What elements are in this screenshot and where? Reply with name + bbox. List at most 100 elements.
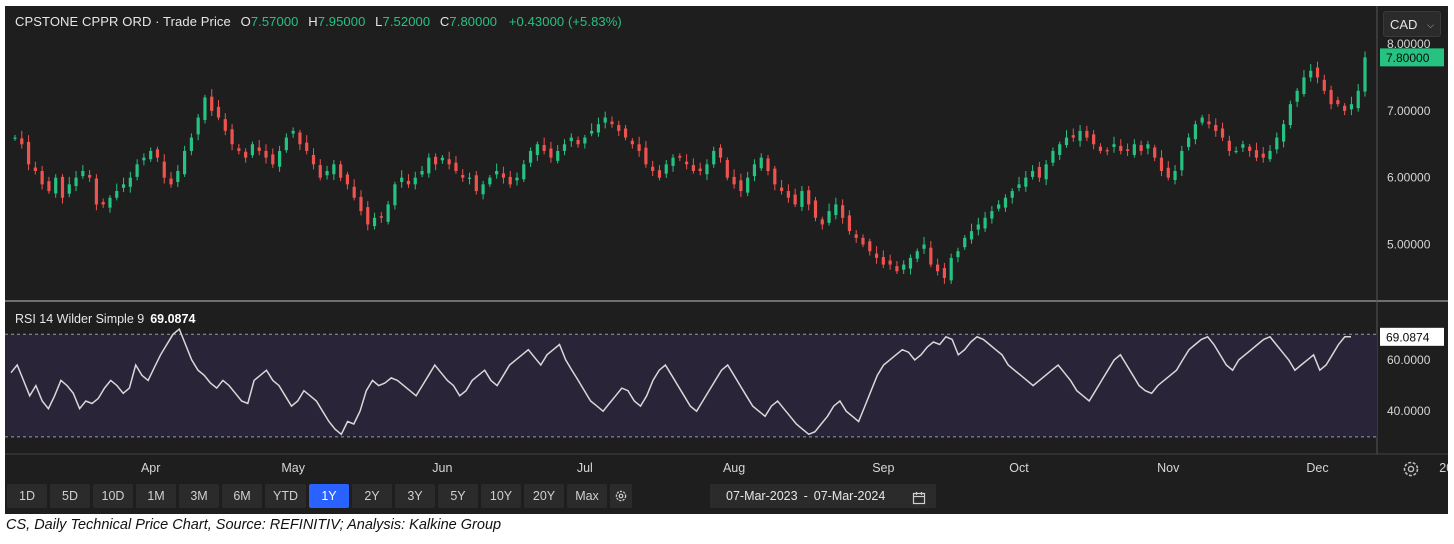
candle — [325, 165, 329, 180]
candle — [746, 171, 750, 197]
candle — [1078, 125, 1082, 147]
range-button-3y[interactable]: 3Y — [395, 484, 435, 508]
candle-body — [318, 165, 322, 178]
candle — [881, 250, 885, 269]
candle-body — [528, 150, 533, 163]
candle-body — [718, 147, 723, 158]
candle — [1356, 84, 1360, 112]
candle-body — [976, 224, 980, 230]
calendar-icon[interactable] — [912, 489, 926, 513]
candle-body — [596, 124, 601, 133]
candle — [1315, 61, 1320, 84]
candle — [508, 171, 512, 188]
x-month-label: May — [281, 461, 305, 475]
chart-panel[interactable]: 8.00000 7.00000 6.00000 5.00000 7.80000 60.00… — [5, 6, 1448, 514]
candle — [712, 146, 716, 168]
x-month-label: Dec — [1306, 461, 1328, 475]
candle-body — [1037, 166, 1041, 178]
candle-body — [1315, 67, 1320, 78]
candle — [1139, 140, 1143, 156]
candle — [169, 171, 173, 188]
candle — [454, 156, 458, 174]
candle-body — [393, 184, 397, 206]
candle-body — [1017, 184, 1021, 188]
candle-body — [895, 266, 899, 272]
range-button-3m[interactable]: 3M — [179, 484, 219, 508]
candle — [1322, 74, 1326, 95]
candle — [807, 185, 811, 211]
candle-body — [590, 130, 594, 134]
price-chart[interactable]: 8.00000 7.00000 6.00000 5.00000 7.80000 60.00… — [5, 6, 1448, 514]
range-button-20y[interactable]: 20Y — [524, 484, 564, 508]
candle-body — [922, 244, 926, 249]
currency-select[interactable]: CAD ⌵ — [1383, 11, 1441, 37]
candle-body — [746, 177, 750, 193]
range-button-10d[interactable]: 10D — [93, 484, 133, 508]
candle-body — [311, 154, 316, 165]
range-button-ytd[interactable]: YTD — [265, 484, 306, 508]
candle — [305, 135, 309, 155]
candle-body — [1227, 140, 1231, 151]
candle-body — [1112, 144, 1116, 147]
candle — [1363, 51, 1367, 97]
gear-icon — [615, 490, 627, 502]
candle — [983, 211, 987, 232]
range-button-1m[interactable]: 1M — [136, 484, 176, 508]
candle-body — [67, 184, 71, 194]
candle — [1187, 133, 1191, 151]
candle-body — [176, 171, 180, 182]
candle — [630, 138, 634, 149]
candle — [969, 223, 974, 244]
candle-body — [847, 215, 852, 232]
range-settings-button[interactable] — [610, 484, 632, 508]
candle-body — [549, 148, 553, 158]
gear-icon[interactable] — [1401, 459, 1421, 479]
candle-body — [1261, 153, 1265, 158]
candle — [752, 159, 757, 182]
candle — [1214, 118, 1218, 137]
candle — [691, 158, 695, 174]
chart-header: CPSTONE CPPR ORD · Trade Price O7.57000 … — [15, 14, 622, 29]
range-button-max[interactable]: Max — [567, 484, 607, 508]
candle — [284, 133, 288, 153]
candle-body — [773, 168, 777, 185]
candle — [413, 171, 417, 190]
candle — [908, 254, 913, 275]
candle-body — [461, 175, 465, 178]
date-range-picker[interactable]: 07-Mar-2023-07-Mar-2024 — [710, 484, 936, 508]
range-button-5d[interactable]: 5D — [50, 484, 90, 508]
candle-body — [359, 196, 363, 212]
candle — [216, 100, 221, 121]
candle-body — [929, 247, 933, 265]
candle — [705, 159, 709, 181]
candle — [13, 134, 17, 141]
last-price-label: 7.80000 — [1386, 51, 1430, 65]
candle-body — [108, 197, 112, 208]
range-button-1d[interactable]: 1D — [7, 484, 47, 508]
candle-body — [902, 264, 906, 270]
candle-body — [1159, 157, 1164, 171]
candle — [135, 159, 139, 181]
candle-body — [142, 157, 146, 161]
last-price-marker — [1380, 48, 1444, 67]
candle-body — [1153, 147, 1157, 158]
candle — [834, 197, 838, 220]
candle — [88, 169, 92, 182]
range-button-1y[interactable]: 1Y — [309, 484, 349, 508]
candle — [366, 201, 370, 231]
candle — [1207, 114, 1211, 129]
candle — [698, 162, 702, 176]
range-button-6m[interactable]: 6M — [222, 484, 262, 508]
candle — [420, 165, 424, 178]
candle-body — [447, 159, 451, 165]
candle-body — [94, 178, 99, 205]
candle-body — [325, 171, 329, 176]
range-button-2y[interactable]: 2Y — [352, 484, 392, 508]
range-button-10y[interactable]: 10Y — [481, 484, 521, 508]
candle — [725, 157, 729, 181]
candle-body — [400, 177, 404, 182]
candle-body — [1322, 79, 1326, 91]
range-button-5y[interactable]: 5Y — [438, 484, 478, 508]
candle-body — [556, 150, 560, 161]
candle — [515, 172, 519, 186]
